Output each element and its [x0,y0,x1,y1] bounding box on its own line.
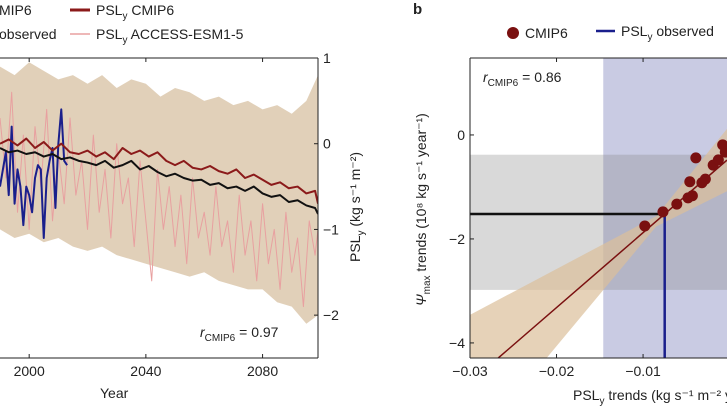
x-tick-label: 2000 [14,363,45,379]
panel-b-plot-area [470,58,727,358]
panel-a-xlabel: Year [100,385,129,401]
panel-b-r-annotation: rCMIP6 = 0.86 [483,69,562,89]
cmip6-model-point [699,173,711,185]
panel-a-ylabel: PSLy (kg s⁻¹ m⁻²) [347,152,367,262]
y-tick-label: −4 [449,335,465,351]
cmip6-model-point [639,220,651,232]
panel-b-chart: b −0.03 −0.02 −0.01 0 −2 −4 PSLy trends (kg s… [413,1,727,407]
panel-b-label: b [413,1,422,18]
y-tick-label: 1 [323,50,331,66]
cmip6-model-point [671,198,683,210]
panel-b-ylabel: Ψmax trends (10⁸ kg s⁻¹ year⁻¹) [413,113,433,306]
cmip6-model-point [684,176,696,188]
x-tick-label: −0.02 [539,363,575,379]
cmip6-model-point [657,206,669,218]
cmip6-model-point [717,139,727,151]
legend-label-black: MIP6 [0,2,32,18]
legend-label-cmip6: CMIP6 [525,25,568,41]
x-tick-label: −0.03 [452,363,488,379]
regression-confidence-band [470,128,727,358]
cmip6-model-point [686,190,698,202]
panel-a-axes: 2000 2040 2080 1 0 −1 −2 [0,50,339,379]
series-line-mip6 [0,147,318,215]
legend-label-access: PSLy ACCESS-ESM1-5 [96,26,244,46]
y-tick-label: −2 [449,231,465,247]
panel-a-plot-area [0,62,318,324]
panel-a-legend: MIP6 observed PSLy CMIP6 PSLy ACCESS-ESM… [0,2,244,46]
panel-b-xlabel: PSLy trends (kg s⁻¹ m⁻² year⁻¹) [573,387,727,407]
cmip6-model-point [712,154,724,166]
y-tick-label: −1 [323,221,339,237]
legend-swatch-cmip6-dot [507,27,519,39]
series-line-observed [0,108,68,239]
legend-label-psl-observed: PSLy observed [621,23,714,43]
panel-b-legend: CMIP6 PSLy observed [507,23,714,43]
legend-label-psl-cmip6: PSLy CMIP6 [96,2,174,22]
y-tick-label: 0 [323,136,331,152]
series-line-psly-cmip6 [0,137,318,204]
y-tick-label: −2 [323,307,339,323]
series-line-psly-access-esm1-5 [0,91,318,308]
panel-a-chart: 2000 2040 2080 1 0 −1 −2 Year PSLy (kg s⁻¹ m⁻²… [0,2,367,401]
y-tick-label: 0 [457,127,465,143]
cmip6-model-point [690,152,702,164]
x-tick-label: −0.01 [625,363,661,379]
panel-b-axes: −0.03 −0.02 −0.01 0 −2 −4 [449,57,727,379]
x-tick-label: 2040 [130,363,161,379]
panel-a-r-annotation: rCMIP6 = 0.97 [200,324,279,344]
legend-label-observed: observed [0,26,57,42]
x-tick-label: 2080 [247,363,278,379]
model-spread-band [0,62,318,324]
